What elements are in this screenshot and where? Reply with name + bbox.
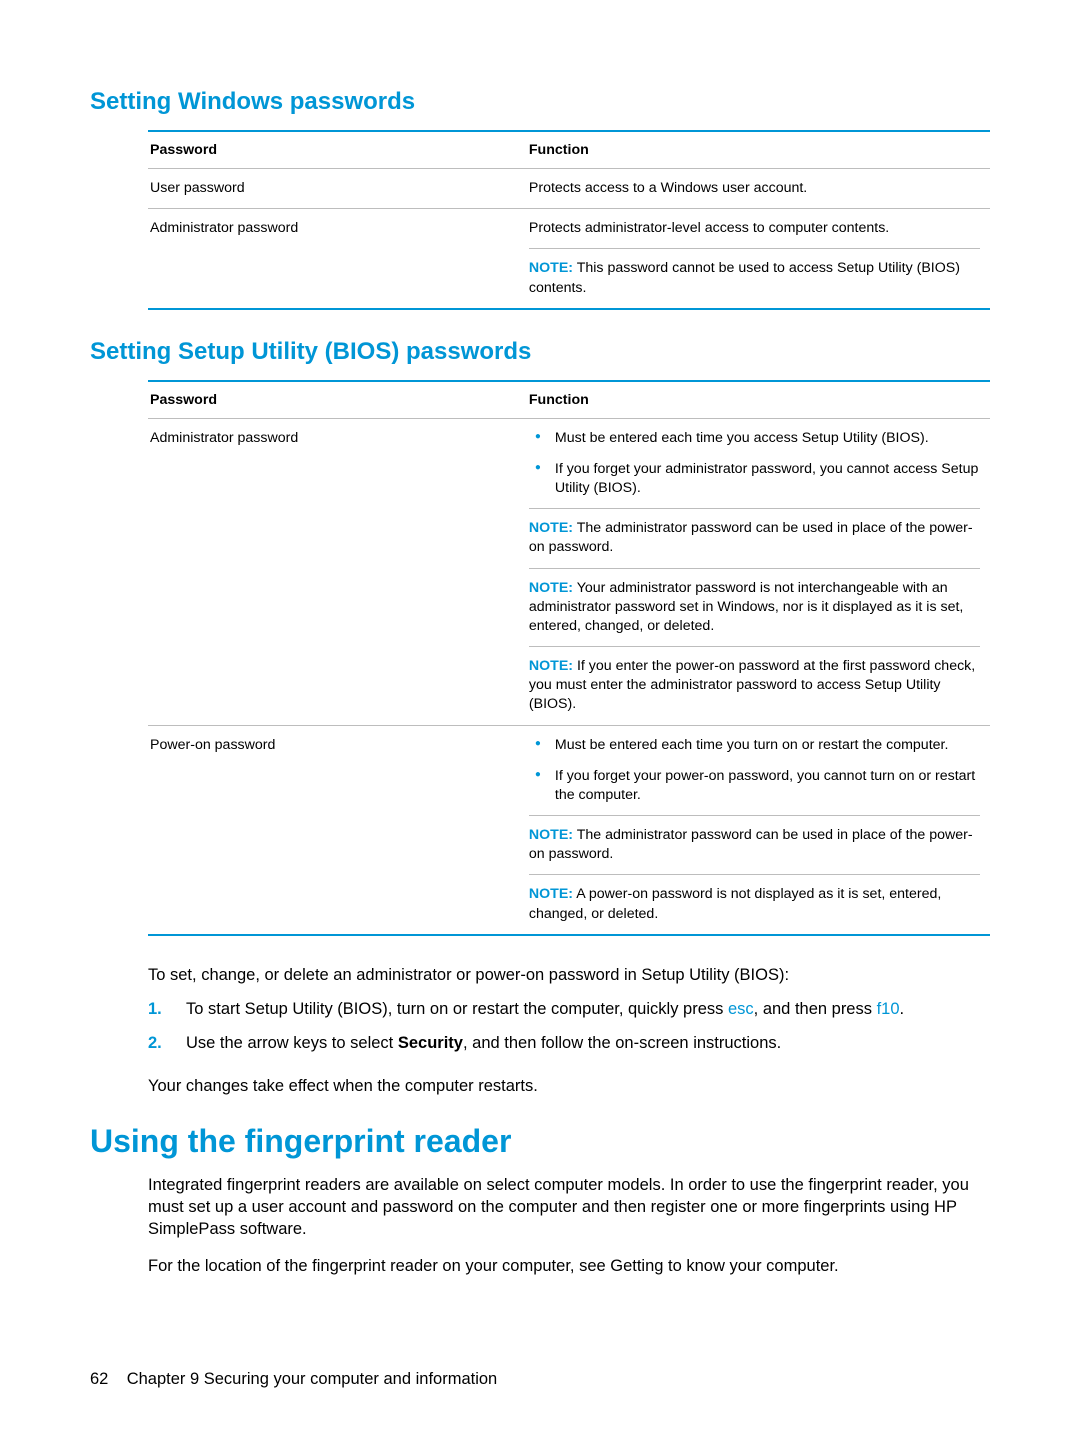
- step-text-part: , and then press: [754, 1000, 877, 1018]
- steps-intro: To set, change, or delete an administrat…: [148, 964, 990, 986]
- password-name: User password: [148, 169, 527, 209]
- table-header-row: Password Function: [148, 381, 990, 419]
- note-label: NOTE:: [529, 658, 573, 674]
- col-header-function: Function: [527, 381, 990, 419]
- body-paragraph: For the location of the fingerprint read…: [148, 1255, 990, 1277]
- fingerprint-block: Integrated fingerprint readers are avail…: [148, 1174, 990, 1277]
- steps-outro: Your changes take effect when the comput…: [148, 1075, 990, 1097]
- list-item: Must be entered each time you access Set…: [529, 429, 980, 460]
- table-row: Power-on password Must be entered each t…: [148, 725, 990, 935]
- key-esc: esc: [728, 1000, 754, 1018]
- step-text-part: , and then follow the on-screen instruct…: [463, 1034, 781, 1052]
- key-f10: f10: [877, 1000, 900, 1018]
- step-text-part: To start Setup Utility (BIOS), turn on o…: [186, 1000, 728, 1018]
- bullet-block: Must be entered each time you turn on or…: [529, 736, 980, 817]
- bullet-block: Must be entered each time you access Set…: [529, 429, 980, 510]
- password-function-cell: Must be entered each time you turn on or…: [527, 725, 990, 935]
- password-note: NOTE: This password cannot be used to ac…: [529, 249, 980, 297]
- bios-passwords-table: Password Function Administrator password…: [148, 380, 990, 936]
- note-label: NOTE:: [529, 520, 573, 536]
- body-paragraph: Integrated fingerprint readers are avail…: [148, 1174, 990, 1241]
- note-label: NOTE:: [529, 580, 573, 596]
- note-block: NOTE: The administrator password can be …: [529, 509, 980, 568]
- heading-fingerprint-reader: Using the fingerprint reader: [90, 1123, 990, 1160]
- password-function-cell: Protects administrator-level access to c…: [527, 209, 990, 309]
- windows-passwords-table: Password Function User password Protects…: [148, 130, 990, 310]
- note-block: NOTE: The administrator password can be …: [529, 816, 980, 875]
- note-label: NOTE:: [529, 260, 573, 276]
- col-header-password: Password: [148, 131, 527, 169]
- password-function-cell: Must be entered each time you access Set…: [527, 418, 990, 725]
- bios-passwords-block: Password Function Administrator password…: [148, 380, 990, 1097]
- page-footer: 62 Chapter 9 Securing your computer and …: [90, 1370, 497, 1389]
- table-row: Administrator password Protects administ…: [148, 209, 990, 309]
- note-block: NOTE: Your administrator password is not…: [529, 569, 980, 648]
- page-number: 62: [90, 1370, 108, 1388]
- list-item: If you forget your power-on password, yo…: [529, 767, 980, 805]
- step-text-part: Use the arrow keys to select: [186, 1034, 398, 1052]
- steps-list: 1. To start Setup Utility (BIOS), turn o…: [148, 992, 990, 1061]
- chapter-label: Chapter 9 Securing your computer and inf…: [127, 1370, 498, 1388]
- password-name: Administrator password: [148, 418, 527, 725]
- password-name: Power-on password: [148, 725, 527, 935]
- windows-passwords-block: Password Function User password Protects…: [148, 130, 990, 310]
- note-label: NOTE:: [529, 827, 573, 843]
- note-block: NOTE: A power-on password is not display…: [529, 875, 980, 923]
- list-item: 1. To start Setup Utility (BIOS), turn o…: [148, 992, 990, 1026]
- table-row: Administrator password Must be entered e…: [148, 418, 990, 725]
- note-text: The administrator password can be used i…: [529, 827, 973, 862]
- note-label: NOTE:: [529, 886, 573, 902]
- note-text: The administrator password can be used i…: [529, 520, 973, 555]
- step-bold-security: Security: [398, 1034, 463, 1052]
- list-item: If you forget your administrator passwor…: [529, 460, 980, 498]
- page: Setting Windows passwords Password Funct…: [0, 0, 1080, 1437]
- col-header-function: Function: [527, 131, 990, 169]
- table-header-row: Password Function: [148, 131, 990, 169]
- password-function: Protects access to a Windows user accoun…: [527, 169, 990, 209]
- note-text: If you enter the power-on password at th…: [529, 658, 975, 712]
- col-header-password: Password: [148, 381, 527, 419]
- bullet-list: Must be entered each time you turn on or…: [529, 736, 980, 806]
- bullet-list: Must be entered each time you access Set…: [529, 429, 980, 499]
- list-item: 2. Use the arrow keys to select Security…: [148, 1026, 990, 1060]
- heading-windows-passwords: Setting Windows passwords: [90, 88, 990, 116]
- note-text: Your administrator password is not inter…: [529, 580, 963, 634]
- table-row: User password Protects access to a Windo…: [148, 169, 990, 209]
- step-text-part: .: [900, 1000, 905, 1018]
- password-function: Protects administrator-level access to c…: [529, 219, 980, 249]
- password-name: Administrator password: [148, 209, 527, 309]
- step-number: 2.: [148, 1032, 162, 1054]
- step-number: 1.: [148, 998, 162, 1020]
- note-text: A power-on password is not displayed as …: [529, 886, 941, 921]
- note-block: NOTE: If you enter the power-on password…: [529, 647, 980, 715]
- note-text: This password cannot be used to access S…: [529, 260, 960, 295]
- heading-bios-passwords: Setting Setup Utility (BIOS) passwords: [90, 338, 990, 366]
- list-item: Must be entered each time you turn on or…: [529, 736, 980, 767]
